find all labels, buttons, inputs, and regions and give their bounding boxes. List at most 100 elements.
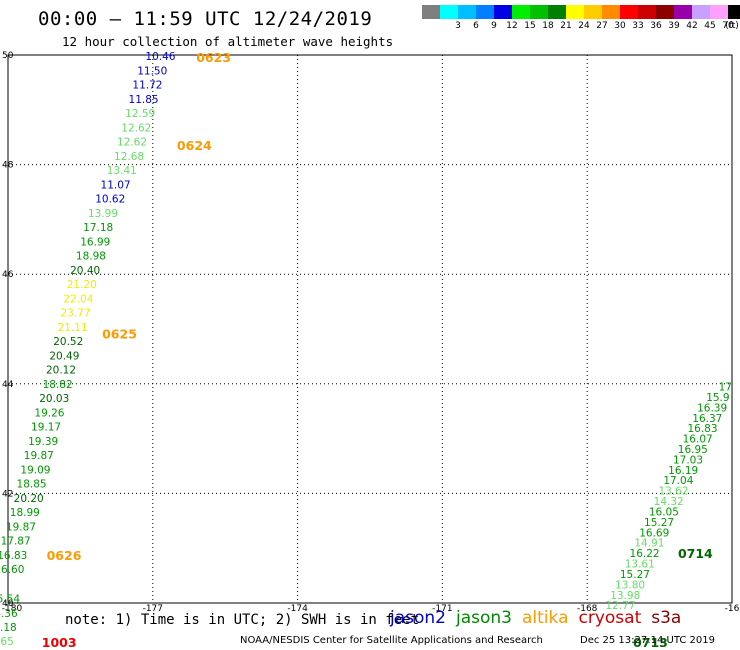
y-tick-label: 46 [2,270,14,280]
scale-swatch [440,5,458,19]
x-tick-label: -177 [143,604,163,614]
wave-height-label: 12.68 [114,151,144,163]
data-labels: 10.46 11.50 11.72 11.85 12.59 12.62 12.62 12.68… [0,50,732,650]
x-tick-label: -171 [432,604,452,614]
wave-height-label: 19.87 [24,450,54,462]
wave-height-label: 19.39 [28,436,58,448]
wave-height-label: 17 [719,382,732,394]
scale-swatch [476,5,494,19]
wave-height-label: 16.05 [649,506,679,518]
generated-timestamp: Dec 25 13:27:14 UTC 2019 [580,635,715,646]
y-tick-label: 44 [2,380,14,390]
wave-height-label: 17.03 [673,454,703,466]
scale-label: 42 [686,21,698,31]
wave-height-label: 13.98 [610,590,640,602]
scale-label: 3 [455,21,461,31]
scale-label: 9 [491,21,497,31]
wave-height-label: 16.69 [639,527,669,539]
scale-swatch [566,5,584,19]
time-label: 0624 [177,138,212,153]
wave-height-label: 11.72 [132,80,162,92]
scale-swatch [728,5,740,19]
wave-height-label: 23.77 [60,308,90,320]
page-title: 00:00 – 11:59 UTC 12/24/2019 [38,8,373,30]
wave-height-label: 12.62 [121,122,151,134]
plot-border [7,54,733,604]
scale-label: 21 [560,21,572,31]
y-tick-label: 42 [2,489,13,499]
wave-height-label: 10.62 [95,194,125,206]
wave-height-label: 15.27 [620,569,650,581]
wave-height-label: 13.99 [88,208,118,220]
time-label: 0626 [47,548,82,563]
scale-unit: (ft) [725,21,739,31]
scale-swatch [548,5,566,19]
time-label: 1003 [42,635,77,650]
footer-note: note: 1) Time is in UTC; 2) SWH is in fe… [65,612,420,628]
wave-height-label: 20.12 [46,365,76,377]
wave-height-label: 14.65 [0,636,14,648]
wave-height-label: 18.82 [43,379,73,391]
wave-height-label: 16.36 [0,608,18,620]
scale-swatch [494,5,512,19]
scale-label: 24 [578,21,590,31]
wave-height-label: 19.26 [34,407,64,419]
wave-height-label: 16.22 [630,548,660,560]
wave-height-label: 14.32 [654,496,684,508]
wave-height-label: 16.83 [0,550,27,562]
page-subtitle: 12 hour collection of altimeter wave hei… [62,34,394,49]
scale-label: 18 [542,21,554,31]
scale-label: 36 [650,21,662,31]
wave-height-label: 10.46 [145,51,175,63]
satellite-legend: jason2 jason3 altika cryosat s3a [390,608,691,628]
satellite-legend-cryosat: cryosat [578,608,642,628]
time-label: 0714 [678,546,713,561]
scale-label: 45 [704,21,716,31]
scale-swatch [674,5,692,19]
wave-height-label: 18.98 [76,251,106,263]
scale-swatch [710,5,728,19]
scale-swatch [620,5,638,19]
scale-label: 27 [596,21,608,31]
wave-height-label: 17.87 [1,536,31,548]
wave-height-label: 13.61 [625,559,655,571]
wave-height-label: 12.77 [605,600,635,612]
axis-tick-labels: -180 -177 -174 -171 -168 -16 40 42 44 46 48 50 [2,51,740,614]
time-label: 0625 [102,326,137,341]
wave-height-label: 16.83 [687,423,717,435]
wave-height-label: 20.03 [39,393,69,405]
scale-label: 33 [632,21,644,31]
y-tick-label: 48 [2,161,14,171]
satellite-legend-jason3: jason3 [456,608,512,628]
scale-swatch [656,5,674,19]
wave-height-label: 19.87 [6,521,36,533]
x-tick-label: -16 [725,604,740,614]
wave-height-label: 20.52 [53,336,83,348]
wave-height-label: 12.62 [117,137,147,149]
wave-height-label: 16.07 [683,434,713,446]
grid-lines [8,55,732,603]
wave-height-label: 15.54 [0,594,20,606]
scale-label: 39 [668,21,680,31]
scale-label: 12 [506,21,518,31]
scale-swatch [638,5,656,19]
scale-swatch [458,5,476,19]
wave-height-label: 20.40 [70,265,100,277]
wave-height-label: 21.20 [67,279,97,291]
footer-credit: NOAA/NESDIS Center for Satellite Applica… [240,635,543,646]
wave-height-label: 11.85 [129,94,159,106]
wave-height-label: 20.49 [49,350,79,362]
x-tick-label: -174 [287,604,308,614]
x-tick-label: -180 [2,604,23,614]
scale-label: 15 [524,21,536,31]
wave-height-label: 11.07 [101,179,131,191]
wave-height-label: 19.09 [20,464,50,476]
wave-height-label: 13.41 [107,165,137,177]
wave-height-label: 16.60 [0,564,24,576]
wave-height-label: 17.04 [663,475,693,487]
wave-height-label: 15.27 [644,517,674,529]
wave-height-label: 11.50 [137,65,167,77]
scale-swatch [530,5,548,19]
wave-height-label: 17.18 [83,222,113,234]
scale-swatch [584,5,602,19]
